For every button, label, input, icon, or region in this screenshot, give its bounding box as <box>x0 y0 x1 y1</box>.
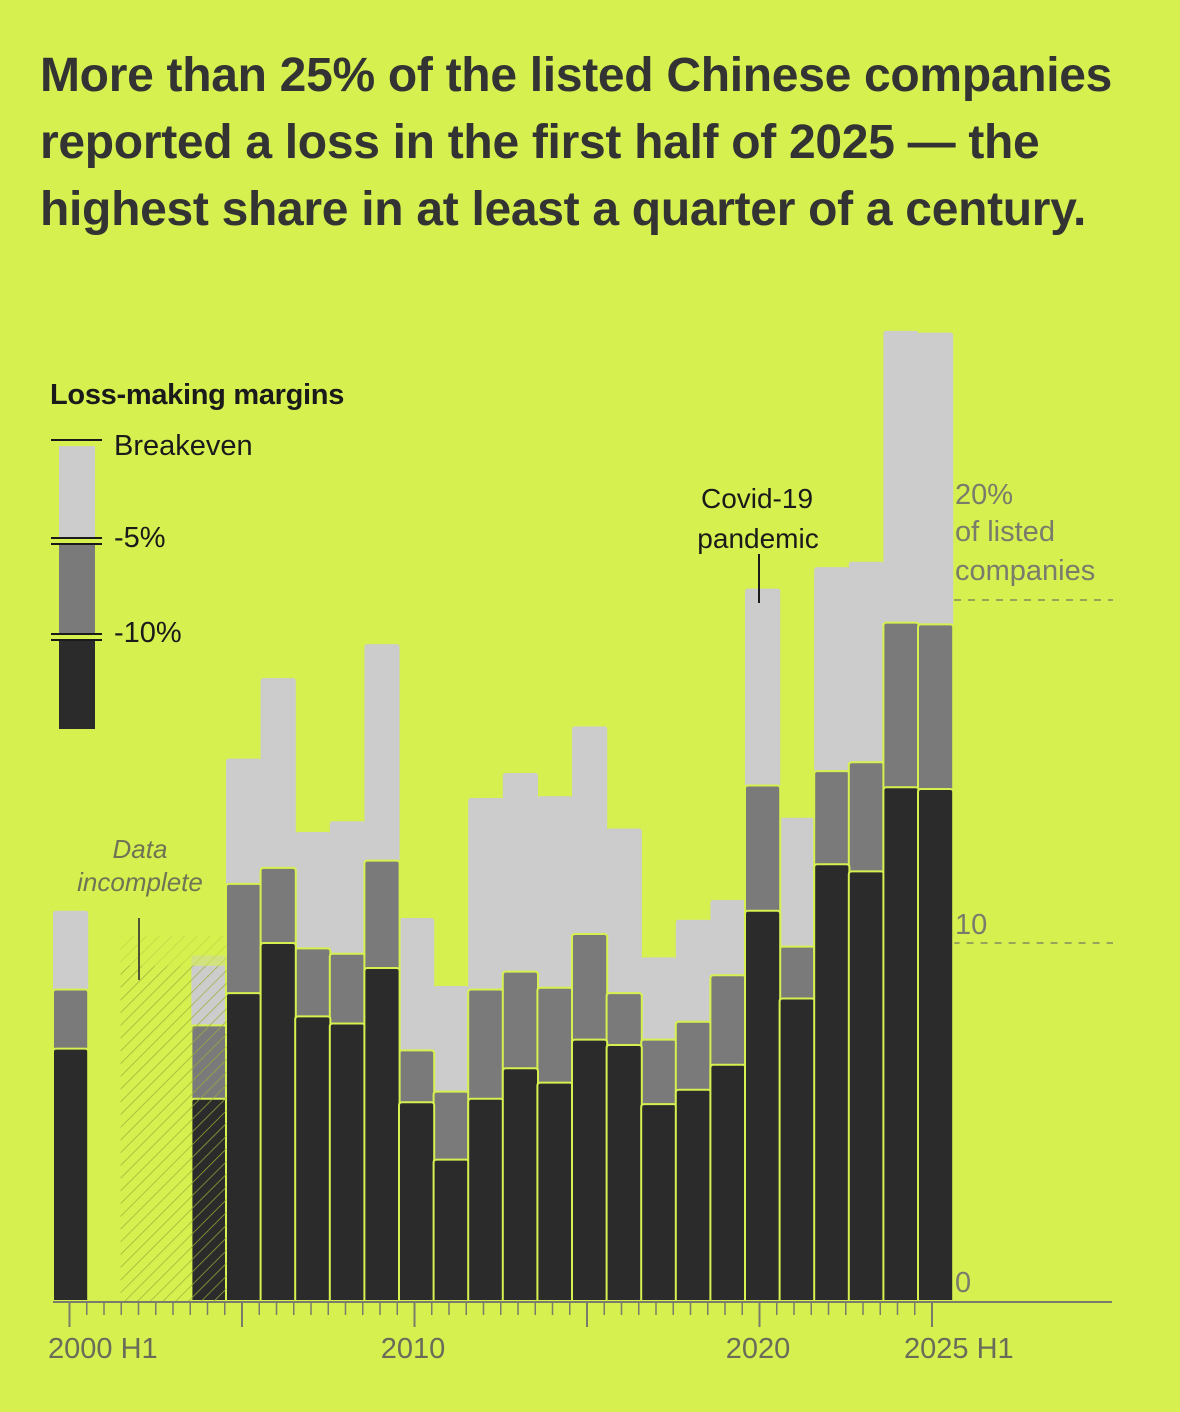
bar-segment-dark <box>674 1088 712 1302</box>
bar-segment-dark <box>225 992 263 1302</box>
hatch-fade <box>120 935 227 966</box>
legend-swatch-light <box>59 446 95 539</box>
bar-segment-dark <box>52 1047 90 1302</box>
hatch-fill <box>120 935 227 1301</box>
bar-segment-dark <box>605 1044 643 1302</box>
annotation-data-incomplete: incomplete <box>77 867 203 897</box>
bar-segment-dark <box>571 1038 609 1302</box>
legend-label: -5% <box>114 522 166 554</box>
bar-segment-dark <box>259 942 297 1302</box>
y-tick-label-suffix: companies <box>955 555 1095 587</box>
bar-segment-dark <box>501 1067 539 1302</box>
x-tick-label: 2010 <box>381 1333 446 1365</box>
x-tick-label: 2020 <box>726 1333 791 1365</box>
legend-swatch-dark <box>59 640 95 729</box>
x-tick-label: 2025 H1 <box>904 1333 1014 1365</box>
bar-segment-dark <box>709 1063 747 1302</box>
legend-label: Breakeven <box>114 430 253 462</box>
y-tick-label: 20% <box>955 479 1013 511</box>
annotation-covid: Covid-19 <box>701 483 813 514</box>
x-tick-label: 2000 H1 <box>48 1333 158 1365</box>
data-incomplete-region <box>120 935 227 1301</box>
bar-segment-dark <box>847 870 885 1302</box>
legend: Loss-making margins Breakeven -5% -10% <box>50 379 344 729</box>
bar-segment-dark <box>778 997 816 1302</box>
gridlines <box>952 599 1113 944</box>
x-axis: 2000 H1 2010 2020 2025 H1 <box>48 1301 1112 1365</box>
y-tick-label-suffix: of listed <box>955 516 1055 548</box>
bars <box>52 330 955 1302</box>
bar-segment-dark <box>917 788 955 1302</box>
legend-title: Loss-making margins <box>50 379 344 411</box>
bar-segment-dark <box>640 1103 678 1302</box>
annotation-data-incomplete: Data <box>113 834 168 864</box>
y-tick-label: 10 <box>955 909 987 941</box>
bar-segment-dark <box>432 1158 470 1302</box>
y-axis-labels: 0 10 20% of listed companies <box>955 479 1095 1299</box>
layer-dark <box>52 786 955 1302</box>
bar-segment-dark <box>398 1101 436 1302</box>
annotation-covid: pandemic <box>697 523 818 554</box>
bar-segment-dark <box>882 786 920 1302</box>
bar-segment-dark <box>294 1015 332 1302</box>
bar-segment-dark <box>467 1097 505 1302</box>
legend-swatch-mid <box>59 543 95 635</box>
bar-segment-dark <box>813 863 851 1302</box>
bar-segment-dark <box>328 1022 366 1302</box>
y-tick-label: 0 <box>955 1267 971 1299</box>
bar-segment-dark <box>744 909 782 1302</box>
chart-title: More than 25% of the listed Chinese comp… <box>40 49 1113 236</box>
bar-segment-dark <box>536 1081 574 1302</box>
bar-segment-dark <box>363 967 401 1302</box>
legend-label: -10% <box>114 617 182 649</box>
